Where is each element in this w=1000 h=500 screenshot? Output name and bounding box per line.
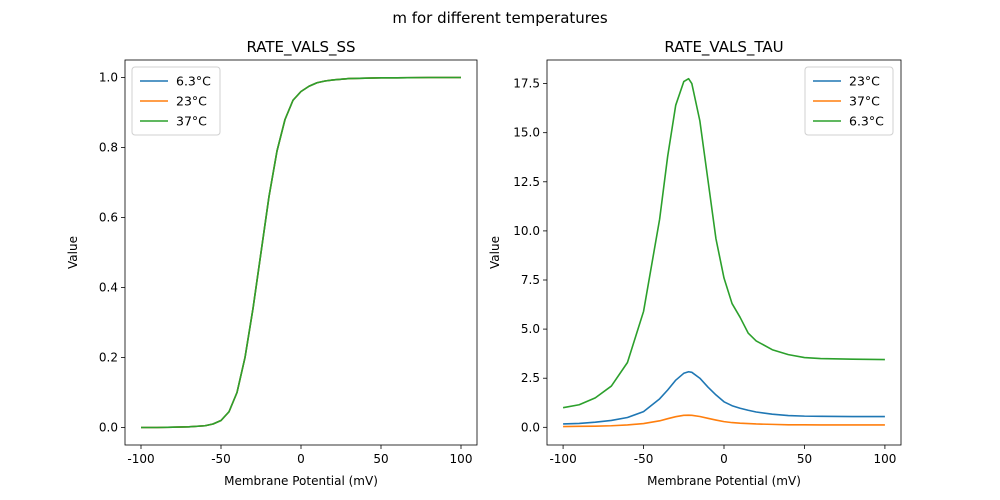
y-tick-label: 0.0 (521, 420, 540, 434)
x-axis-label: Membrane Potential (mV) (224, 474, 378, 488)
y-tick-label: 17.5 (513, 77, 540, 91)
y-tick-label: 0.6 (99, 211, 118, 225)
x-tick-label: 100 (873, 452, 896, 466)
y-tick-label: 1.0 (99, 71, 118, 85)
y-axis-label: Value (66, 236, 80, 269)
series-line-1 (563, 370, 885, 425)
y-axis-label: Value (488, 236, 502, 269)
series-line-3 (562, 77, 885, 409)
y-tick-label: 2.5 (521, 371, 540, 385)
legend-entry: 6.3°C (849, 114, 884, 129)
y-tick-label: 0.2 (99, 351, 118, 365)
y-tick-label: 10.0 (513, 224, 540, 238)
series-line-3 (141, 76, 461, 429)
legend-entry: 37°C (176, 114, 207, 129)
x-tick-label: -50 (634, 452, 654, 466)
legend-box (804, 66, 894, 136)
y-tick-label: 0.0 (99, 421, 118, 435)
x-tick-label: 50 (373, 452, 388, 466)
x-tick-label: -100 (549, 452, 576, 466)
x-tick-label: 100 (450, 452, 473, 466)
x-tick-label: -50 (211, 452, 231, 466)
y-tick-label: 12.5 (513, 175, 540, 189)
legend-entry: 23°C (849, 74, 880, 89)
y-tick-label: 0.8 (99, 141, 118, 155)
series-line-2 (563, 414, 885, 428)
legend: 23°C 37°C 6.3°C (804, 66, 894, 136)
x-tick-label: 0 (297, 452, 305, 466)
axes-frame (124, 59, 478, 446)
subplot-rate-vals-tau: RATE_VALS_TAU -100 -50 0 50 100 0.0 2.5 5.0 7.5 10… (488, 38, 902, 488)
y-tick-label: 7.5 (521, 273, 540, 287)
legend: 6.3°C 23°C 37°C (131, 66, 221, 136)
subplot-title: RATE_VALS_SS (246, 38, 355, 57)
subplot-rate-vals-ss: RATE_VALS_SS -100 -50 0 50 100 0.0 0.2 0.4 0.6 0.8… (66, 38, 478, 488)
x-tick-label: 0 (720, 452, 728, 466)
subplot-title: RATE_VALS_TAU (664, 38, 783, 57)
legend-box (131, 66, 221, 136)
y-tick-label: 0.4 (99, 281, 118, 295)
y-tick-label: 15.0 (513, 126, 540, 140)
x-tick-label: 50 (797, 452, 812, 466)
legend-entry: 37°C (849, 94, 880, 109)
axes-frame (546, 59, 902, 446)
y-tick-label: 5.0 (521, 322, 540, 336)
figure-suptitle: m for different temperatures (392, 9, 608, 27)
legend-entry: 23°C (176, 94, 207, 109)
legend-entry: 6.3°C (176, 74, 211, 89)
x-tick-label: -100 (127, 452, 154, 466)
x-axis-label: Membrane Potential (mV) (647, 474, 801, 488)
